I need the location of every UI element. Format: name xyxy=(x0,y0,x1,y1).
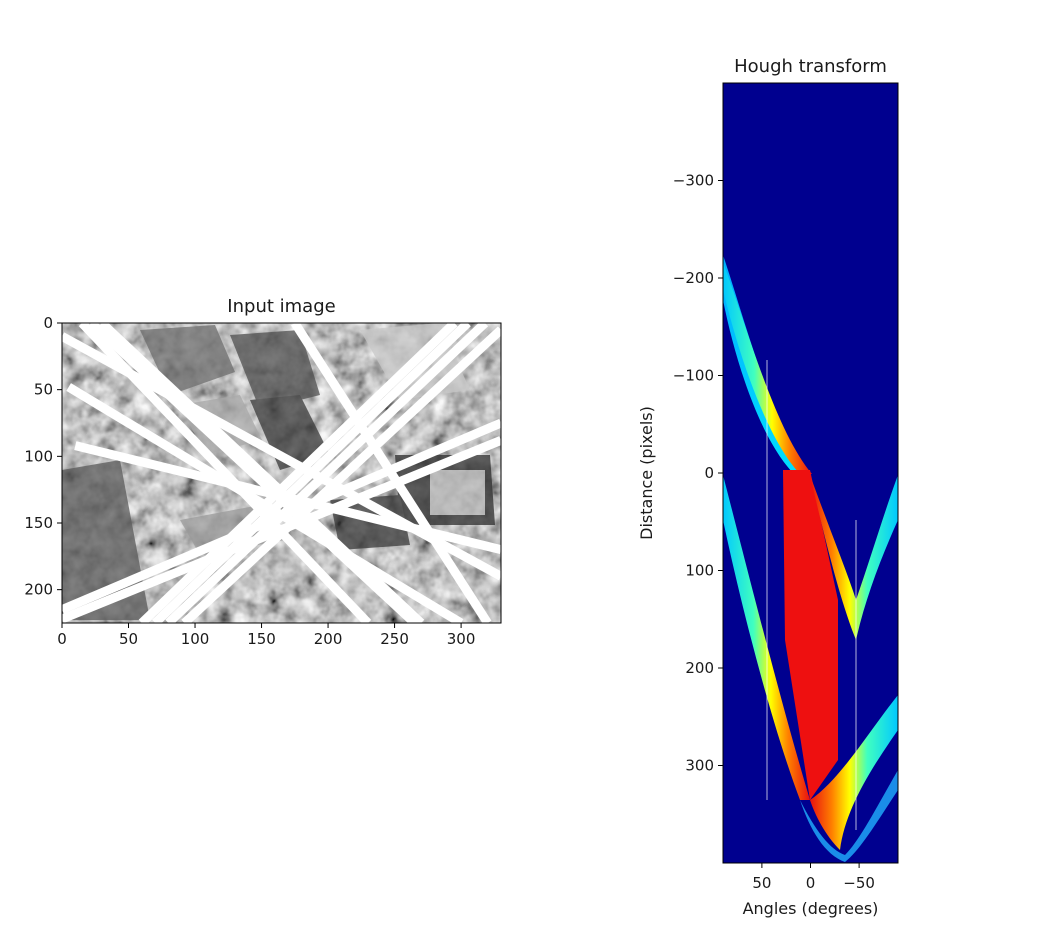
detected-line-2 xyxy=(98,323,425,623)
input-y-tick-label: 100 xyxy=(24,447,53,465)
input-x-tick-label: 300 xyxy=(447,630,476,648)
input-image-raster xyxy=(62,323,501,623)
input-image-y-ticks: 0 50 100 150 200 xyxy=(24,314,62,599)
input-image-x-ticks: 0 50 100 150 200 250 300 xyxy=(57,623,475,648)
input-x-tick-label: 150 xyxy=(247,630,276,648)
hough-band-lower-right xyxy=(810,695,898,850)
detected-line-12 xyxy=(291,323,492,623)
input-y-tick-label: 50 xyxy=(34,381,53,399)
detected-line-10 xyxy=(165,323,489,623)
input-y-tick-label: 0 xyxy=(43,314,53,332)
hough-accumulator xyxy=(723,83,898,863)
input-image-panel: Input image 0 50 100 150 200 250 300 0 50 100 150… xyxy=(24,296,502,648)
input-image-title: Input image xyxy=(227,296,335,317)
hough-y-tick-label: −200 xyxy=(673,269,714,287)
input-x-tick-label: 250 xyxy=(380,630,409,648)
detected-line-1 xyxy=(88,323,418,623)
hough-y-tick-label: −300 xyxy=(673,172,714,190)
hough-x-tick-label: 50 xyxy=(752,874,771,892)
hough-y-tick-label: 100 xyxy=(685,562,714,580)
input-x-tick-label: 100 xyxy=(181,630,210,648)
input-x-tick-label: 0 xyxy=(57,630,67,648)
hough-y-tick-label: 200 xyxy=(685,659,714,677)
detected-line-9 xyxy=(152,323,471,623)
hough-band-bottom xyxy=(800,770,898,862)
detected-line-11 xyxy=(181,326,501,623)
detected-lines xyxy=(62,323,501,623)
hough-y-tick-label: −100 xyxy=(673,367,714,385)
hough-panel: Hough transform 50 0 −50 −300 −200 −100 0 100 2… xyxy=(637,56,899,918)
hough-y-ticks: −300 −200 −100 0 100 200 300 xyxy=(673,172,723,775)
input-y-tick-label: 200 xyxy=(24,581,53,599)
hough-title: Hough transform xyxy=(734,56,887,77)
hough-y-tick-label: 0 xyxy=(704,464,714,482)
input-x-tick-label: 50 xyxy=(119,630,138,648)
input-image-frame xyxy=(61,322,502,624)
hough-red-core xyxy=(783,470,838,800)
hough-x-label: Angles (degrees) xyxy=(743,899,879,918)
hough-x-ticks: 50 0 −50 xyxy=(752,863,875,892)
input-y-tick-label: 150 xyxy=(24,514,53,532)
hough-y-tick-label: 300 xyxy=(685,757,714,775)
hough-band-right xyxy=(810,475,898,640)
detected-line-8 xyxy=(138,323,458,623)
input-x-tick-label: 200 xyxy=(314,630,343,648)
hough-x-tick-label: −50 xyxy=(843,874,875,892)
hough-x-tick-label: 0 xyxy=(806,874,816,892)
hough-y-label: Distance (pixels) xyxy=(637,406,656,540)
